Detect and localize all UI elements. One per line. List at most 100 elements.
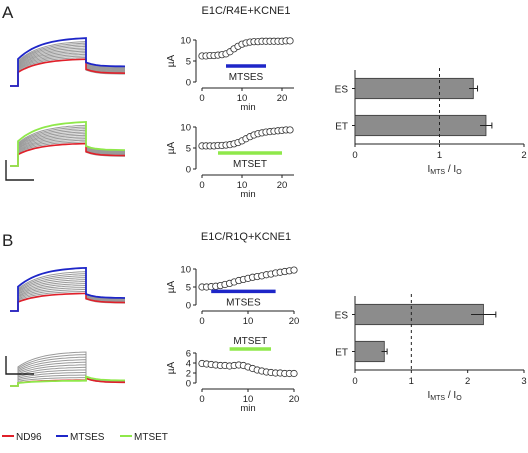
- x-tick-label: 10: [243, 394, 254, 405]
- x-axis-label: min: [240, 189, 255, 200]
- category-label: ES: [335, 311, 349, 322]
- x-tick-label: 20: [289, 394, 300, 405]
- current-traces-b-mtses: [10, 266, 126, 312]
- timecourse-a-mtses: 0 5 10 0 10 20 µA min MTSES: [166, 36, 294, 113]
- scale-bar-a: [5, 160, 34, 181]
- y-tick-label: 0: [186, 379, 191, 390]
- x-tick-label: 1: [409, 376, 414, 387]
- legend-label-mtses: MTSES: [70, 432, 105, 443]
- application-label: MTSET: [233, 336, 267, 347]
- x-axis-label-subscript: O: [456, 395, 462, 402]
- grey-trace: [10, 42, 125, 87]
- legend-label-mtset: MTSET: [134, 432, 168, 443]
- x-tick-label: 20: [277, 93, 288, 104]
- scale-bar-b: [5, 356, 34, 375]
- ratio-bar: [354, 303, 484, 326]
- legend: ND96 MTSES MTSET: [2, 432, 168, 443]
- x-tick-label: 10: [237, 93, 248, 104]
- x-axis-label-part: I: [428, 164, 431, 175]
- x-tick-label: 20: [289, 316, 300, 327]
- ratio-bar-chart-b: 0 1 2 3 ES ET IMTS / IO: [335, 294, 527, 402]
- grey-trace: [10, 50, 125, 87]
- y-tick-label: 4: [186, 359, 191, 370]
- error-bar: [480, 122, 493, 129]
- x-tick-label: 20: [277, 180, 288, 191]
- nd96-trace: [10, 142, 126, 167]
- x-tick-label: 0: [352, 376, 357, 387]
- error-bar: [471, 311, 497, 318]
- category-label: ET: [335, 122, 348, 133]
- grey-trace: [10, 47, 125, 87]
- timecourse-a-mtset: 0 5 10 0 10 20 µA min MTSET: [166, 123, 294, 200]
- y-axis-label: µA: [166, 280, 177, 293]
- grey-trace: [10, 52, 126, 87]
- ratio-bar: [354, 114, 487, 137]
- y-tick-label: 10: [180, 36, 191, 47]
- current-traces-a-mtses: [10, 37, 126, 87]
- mtset-trace: [10, 375, 125, 387]
- current-traces-a-mtset: [10, 120, 126, 167]
- mtses-trace: [10, 266, 126, 312]
- y-tick-label: 5: [186, 144, 191, 155]
- x-tick-label: 10: [243, 316, 254, 327]
- y-tick-label: 10: [180, 123, 191, 134]
- current-traces-b-mtset: [10, 351, 126, 387]
- x-axis-label-part: I: [428, 390, 431, 401]
- grey-trace: [10, 44, 126, 87]
- grey-trace: [10, 53, 126, 87]
- x-tick-label: 1: [437, 150, 442, 161]
- y-tick-label: 2: [186, 369, 191, 380]
- error-bar: [381, 348, 388, 355]
- category-label: ES: [335, 85, 349, 96]
- x-axis-label-subscript: MTS: [430, 395, 445, 402]
- y-tick-label: 5: [186, 57, 191, 68]
- data-point: [286, 37, 294, 45]
- y-axis-label: µA: [166, 54, 177, 67]
- x-axis-label-part: / I: [445, 164, 456, 175]
- y-axis-label: µA: [166, 361, 177, 374]
- x-tick-label: 0: [199, 316, 204, 327]
- category-label: ET: [335, 348, 348, 359]
- data-point: [290, 266, 298, 274]
- application-label: MTSET: [233, 159, 267, 170]
- panel-title-b: E1C/R1Q+KCNE1: [201, 231, 291, 243]
- nd96-trace: [10, 58, 126, 87]
- nd96-trace: [10, 292, 126, 312]
- x-tick-label: 10: [237, 180, 248, 191]
- x-tick-label: 2: [465, 376, 470, 387]
- x-axis-label-subscript: MTS: [430, 169, 445, 176]
- x-tick-label: 0: [199, 93, 204, 104]
- x-axis-label: IMTS / IO: [428, 390, 463, 402]
- x-axis-label: IMTS / IO: [428, 164, 463, 176]
- y-tick-label: 6: [186, 349, 191, 360]
- ratio-bar: [354, 77, 474, 100]
- x-tick-label: 3: [521, 376, 526, 387]
- y-tick-label: 0: [186, 165, 191, 176]
- x-axis-label: min: [240, 102, 255, 113]
- data-point: [290, 369, 298, 378]
- panel-letter-b: B: [2, 231, 13, 250]
- y-tick-label: 0: [186, 78, 191, 89]
- grey-trace: [10, 45, 126, 87]
- legend-label-nd96: ND96: [16, 432, 42, 443]
- application-label: MTSES: [229, 72, 264, 83]
- data-point: [286, 126, 294, 134]
- y-tick-label: 10: [180, 265, 191, 276]
- x-tick-label: 0: [199, 394, 204, 405]
- y-tick-label: 5: [186, 283, 191, 294]
- y-axis-label: µA: [166, 141, 177, 154]
- ratio-bar-chart-a: 0 1 2 ES ET IMTS / IO: [335, 68, 527, 176]
- x-axis-label-part: / I: [445, 390, 456, 401]
- error-bar: [469, 85, 479, 92]
- mtset-trace: [10, 120, 126, 167]
- grey-trace: [10, 48, 125, 87]
- x-tick-label: 0: [352, 150, 357, 161]
- x-tick-label: 0: [199, 180, 204, 191]
- panel-letter-a: A: [2, 3, 14, 22]
- application-label: MTSES: [226, 297, 261, 308]
- x-tick-label: 2: [521, 150, 526, 161]
- panel-title-a: E1C/R4E+KCNE1: [202, 5, 291, 17]
- ratio-bar: [354, 340, 385, 363]
